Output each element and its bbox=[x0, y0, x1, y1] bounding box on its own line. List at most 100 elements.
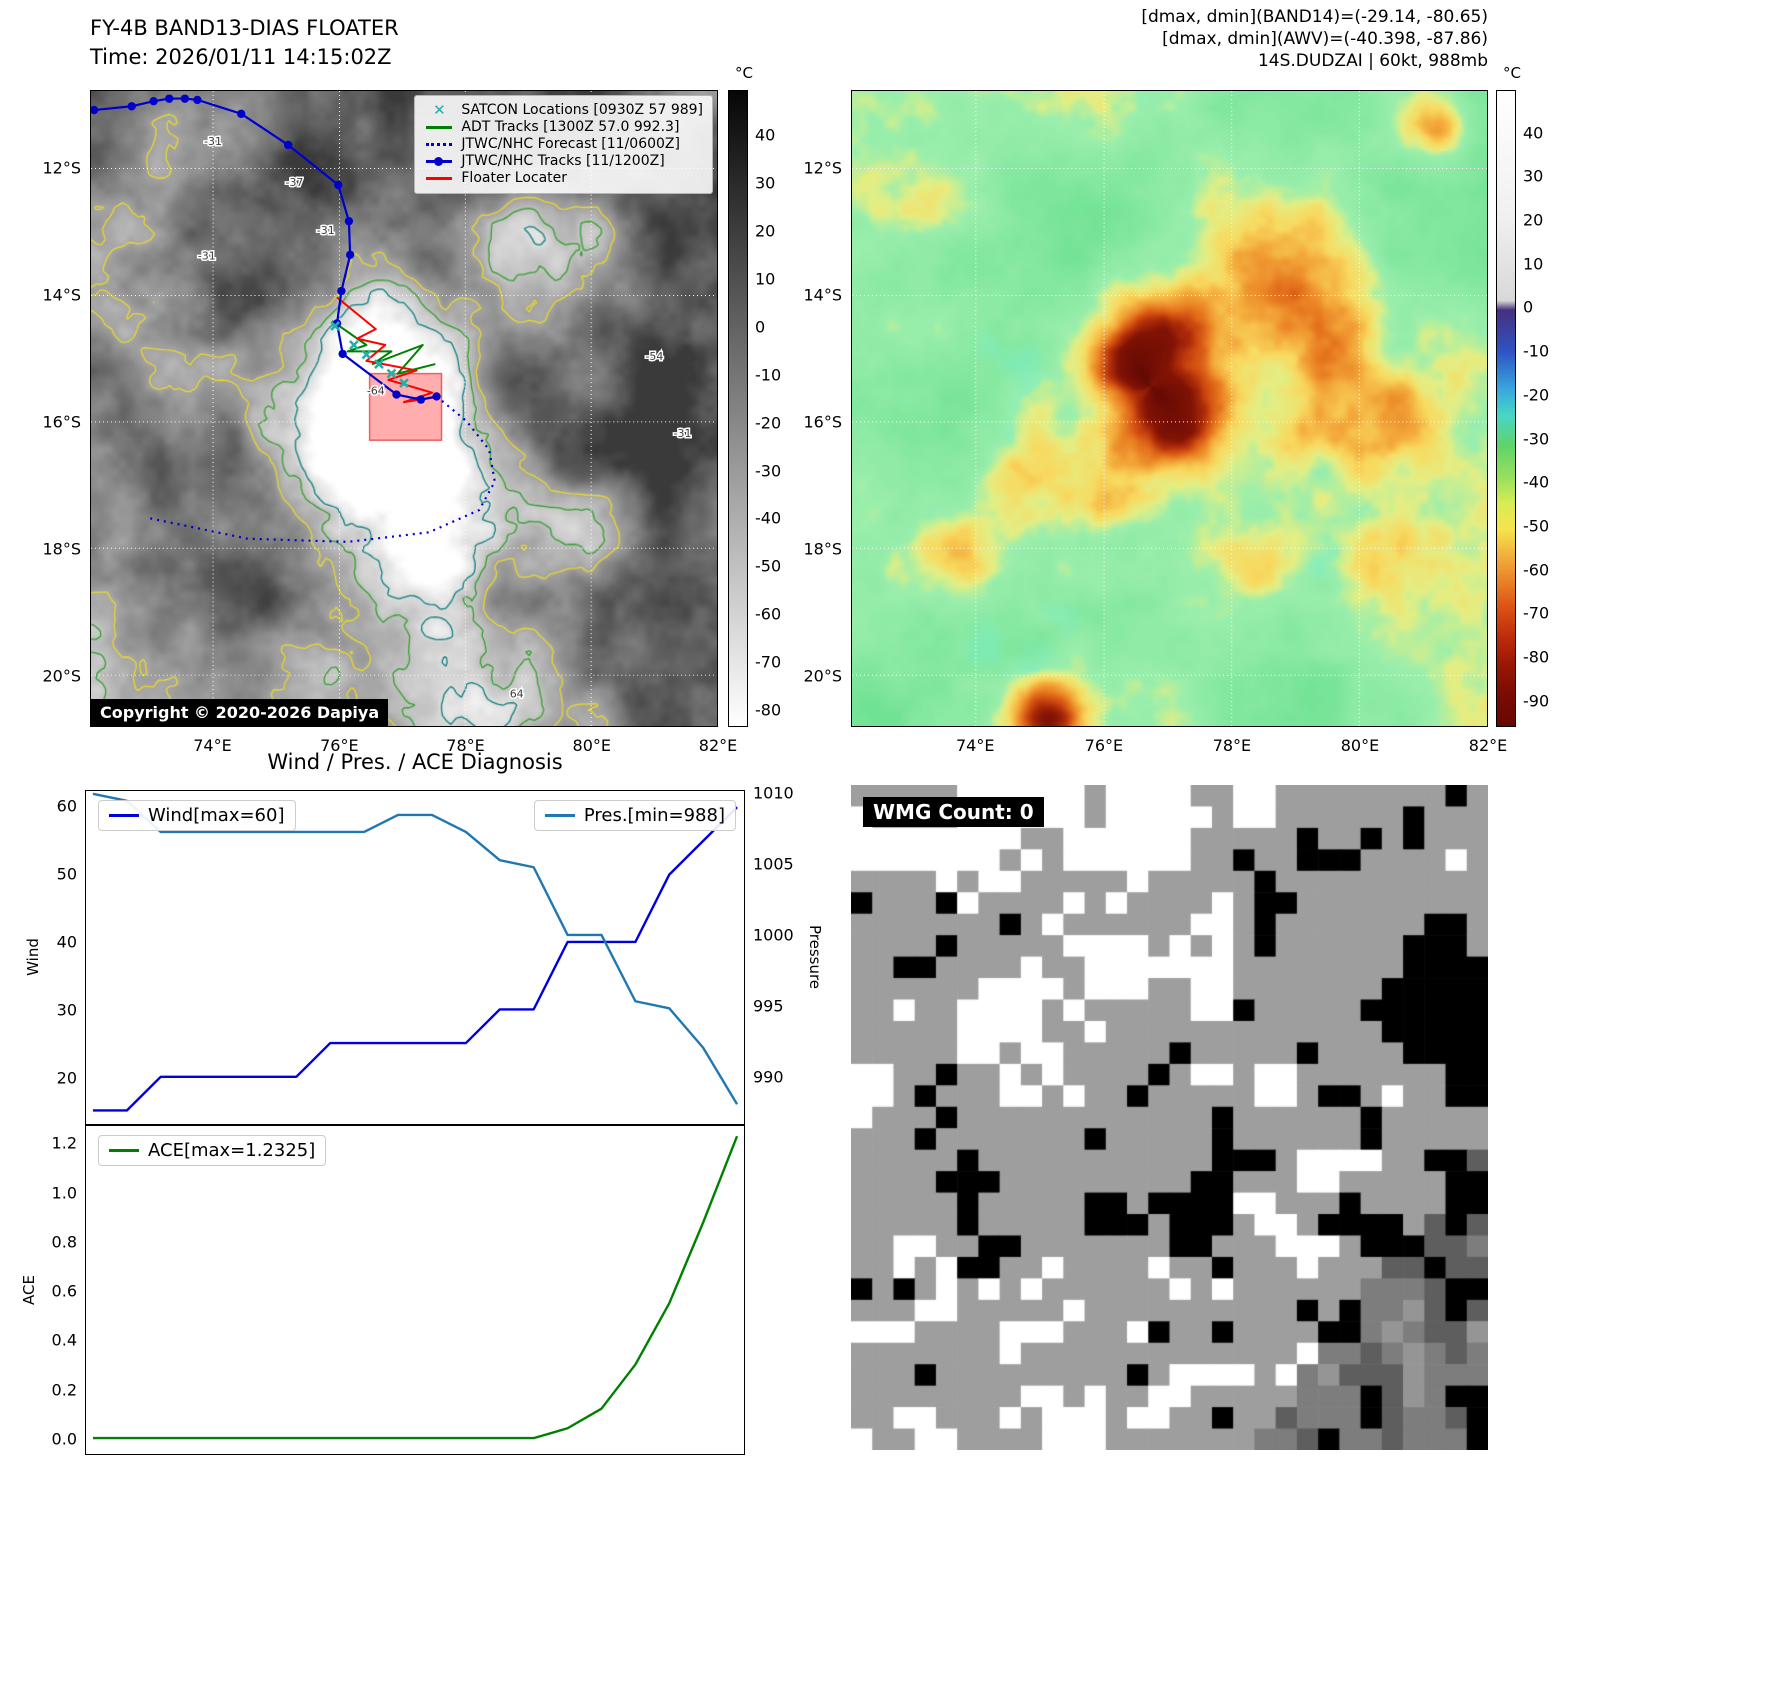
tick-label: 16°S bbox=[42, 412, 81, 432]
tick-label: 0.6 bbox=[51, 1281, 77, 1301]
diagnosis-title: Wind / Pres. / ACE Diagnosis bbox=[267, 750, 563, 774]
awv-colorbar-unit: °C bbox=[1503, 64, 1521, 82]
tick-label: 10 bbox=[755, 269, 776, 289]
awv-colorbar bbox=[1496, 90, 1516, 727]
tick-label: 60 bbox=[56, 796, 77, 816]
tick-label: 40 bbox=[755, 125, 776, 145]
tick-label: 20°S bbox=[42, 666, 81, 686]
figure-title: FY-4B BAND13-DIAS FLOATER bbox=[90, 16, 399, 40]
ir-colorbar bbox=[728, 90, 748, 727]
legend-item-adt: ADT Tracks [1300Z 57.0 992.3] bbox=[424, 119, 703, 136]
wind-pressure-lines bbox=[92, 792, 739, 1112]
tick-label: 0.0 bbox=[51, 1429, 77, 1449]
tick-label: 0 bbox=[755, 317, 766, 337]
ir-contours-canvas bbox=[91, 91, 717, 726]
adt-track-line bbox=[331, 320, 436, 375]
wmg-canvas bbox=[851, 785, 1488, 1450]
copyright-label: Copyright © 2020-2026 Dapiya bbox=[91, 699, 389, 726]
tick-label: -40 bbox=[1523, 472, 1550, 492]
wind-legend: Wind[max=60] bbox=[98, 800, 296, 831]
tick-label: -90 bbox=[1523, 691, 1550, 711]
tick-label: -50 bbox=[755, 556, 782, 576]
ace-legend: ACE[max=1.2325] bbox=[98, 1135, 327, 1166]
figure-title-block: FY-4B BAND13-DIAS FLOATER Time: 2026/01/… bbox=[90, 14, 399, 72]
awv-annotations: [dmax, dmin](BAND14)=(-29.14, -80.65) [d… bbox=[1141, 6, 1488, 72]
ace-line bbox=[92, 1135, 739, 1440]
ir-colorbar-unit: °C bbox=[735, 64, 753, 82]
tick-label: 20 bbox=[1523, 210, 1544, 230]
map-legend: ✕ SATCON Locations [0930Z 57 989] ADT Tr… bbox=[414, 95, 713, 194]
legend-label: Floater Locater bbox=[461, 170, 568, 186]
adt-line-icon bbox=[424, 126, 454, 129]
ace-axis-label: ACE bbox=[20, 1275, 38, 1305]
tick-label: -40 bbox=[755, 508, 782, 528]
contour-label: -64 bbox=[367, 385, 385, 398]
satcon-x-icon: ✕ bbox=[433, 101, 446, 119]
legend-item-jtwc: JTWC/NHC Tracks [11/1200Z] bbox=[424, 153, 703, 170]
tick-label: 1000 bbox=[753, 925, 794, 945]
tick-label: 990 bbox=[753, 1067, 784, 1087]
awv-map-panel bbox=[851, 90, 1488, 727]
contour-label: -31 bbox=[198, 249, 216, 262]
tick-label: 1.0 bbox=[51, 1183, 77, 1203]
annotation-storm-id: 14S.DUDZAI | 60kt, 988mb bbox=[1257, 51, 1488, 71]
contour-label: -54 bbox=[645, 350, 663, 363]
tick-label: -30 bbox=[755, 461, 782, 481]
awv-satellite-canvas bbox=[852, 91, 1487, 726]
tick-label: 74°E bbox=[955, 736, 995, 755]
pressure-line-swatch-icon bbox=[544, 814, 575, 817]
tick-label: 20°S bbox=[803, 666, 842, 686]
contour-label: -31 bbox=[674, 427, 692, 440]
pressure-line bbox=[92, 792, 739, 1105]
tick-label: 18°S bbox=[803, 539, 842, 559]
pressure-legend: Pres.[min=988] bbox=[533, 800, 736, 831]
wind-line-swatch-icon bbox=[109, 814, 139, 817]
tick-label: -70 bbox=[755, 652, 782, 672]
tick-label: -20 bbox=[1523, 385, 1550, 405]
wind-axis-label: Wind bbox=[24, 938, 42, 976]
jtwc-line-marker-icon bbox=[424, 157, 454, 166]
tick-label: -10 bbox=[755, 365, 782, 385]
wmg-panel: WMG Count: 0 bbox=[851, 785, 1488, 1450]
annotation-band14: [dmax, dmin](BAND14)=(-29.14, -80.65) bbox=[1141, 7, 1488, 27]
contour-label: 64 bbox=[510, 687, 524, 700]
tick-label: 1.2 bbox=[51, 1133, 77, 1153]
tick-label: -10 bbox=[1523, 341, 1550, 361]
tick-label: 78°E bbox=[1212, 736, 1252, 755]
tick-label: 30 bbox=[1523, 166, 1544, 186]
tick-label: -50 bbox=[1523, 516, 1550, 536]
tick-label: 0.4 bbox=[51, 1330, 77, 1350]
tick-label: 82°E bbox=[698, 736, 738, 755]
wind-legend-label: Wind[max=60] bbox=[148, 805, 285, 826]
figure-time: Time: 2026/01/11 14:15:02Z bbox=[90, 45, 392, 69]
tick-label: 40 bbox=[1523, 123, 1544, 143]
tick-label: -80 bbox=[1523, 647, 1550, 667]
legend-label: SATCON Locations [0930Z 57 989] bbox=[461, 102, 703, 118]
tick-label: 0.2 bbox=[51, 1380, 77, 1400]
tick-label: 40 bbox=[56, 932, 77, 952]
floater-line-icon bbox=[424, 177, 454, 180]
tick-label: 1010 bbox=[753, 783, 794, 803]
tick-label: -80 bbox=[755, 700, 782, 720]
legend-label: ADT Tracks [1300Z 57.0 992.3] bbox=[461, 119, 680, 135]
tick-label: 12°S bbox=[803, 158, 842, 178]
tick-label: 80°E bbox=[572, 736, 611, 755]
legend-label: JTWC/NHC Forecast [11/0600Z] bbox=[461, 136, 680, 152]
tick-label: 80°E bbox=[1340, 736, 1380, 755]
tick-label: 10 bbox=[1523, 254, 1544, 274]
tick-label: 82°E bbox=[1468, 736, 1508, 755]
tick-label: -60 bbox=[755, 604, 782, 624]
ace-line-swatch-icon bbox=[109, 1149, 139, 1152]
tick-label: -30 bbox=[1523, 429, 1550, 449]
contour-label: -31 bbox=[317, 224, 335, 237]
tick-label: 74°E bbox=[193, 736, 232, 755]
forecast-track-line bbox=[147, 395, 496, 543]
tick-label: 14°S bbox=[42, 285, 81, 305]
wind-line bbox=[92, 806, 738, 1112]
tick-label: 18°S bbox=[42, 539, 81, 559]
annotation-awv: [dmax, dmin](AWV)=(-40.398, -87.86) bbox=[1162, 29, 1488, 49]
ace-chart: ACE[max=1.2325] bbox=[85, 1125, 745, 1455]
